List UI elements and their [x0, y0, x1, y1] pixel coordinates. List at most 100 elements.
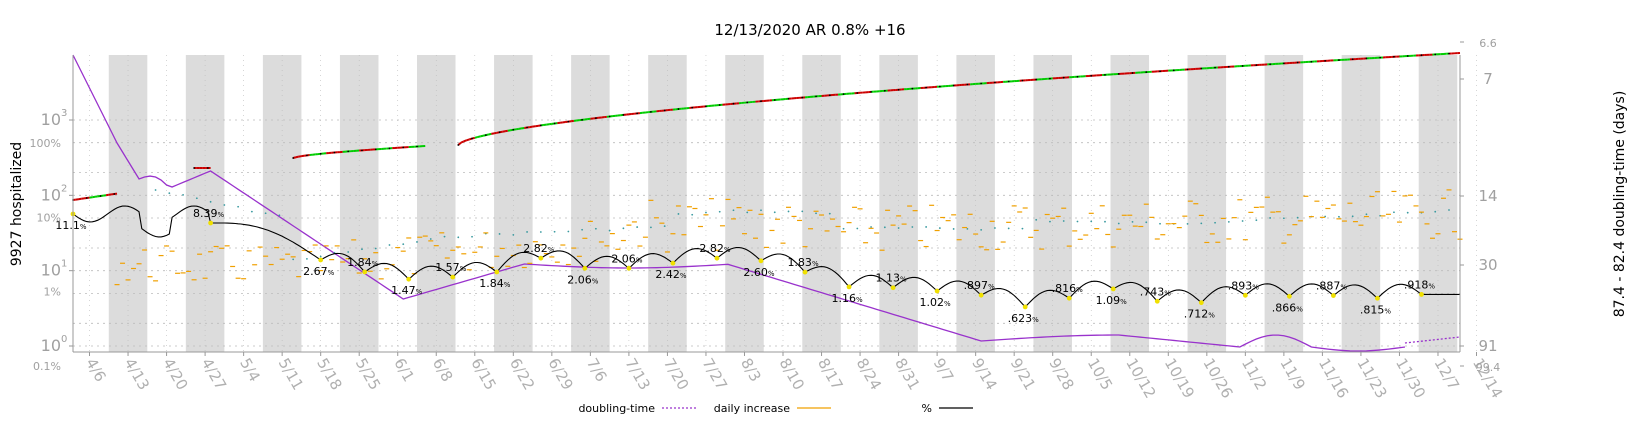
pct-marker: [1155, 299, 1160, 304]
hospitalized-point: [870, 91, 872, 93]
trend-dot: [774, 211, 776, 213]
x-tick-label: 11/23: [1353, 355, 1390, 401]
trend-dot: [691, 214, 693, 216]
trend-dot: [361, 248, 363, 250]
hospitalized-point: [1283, 62, 1285, 64]
hospitalized-segment: [461, 141, 464, 142]
hospitalized-point: [512, 129, 514, 131]
pct-marker: [715, 256, 720, 261]
hospitalized-point: [911, 88, 913, 90]
trend-dot: [980, 229, 982, 231]
hospitalized-point: [953, 85, 955, 87]
hospitalized-point: [1297, 62, 1299, 64]
y-tick-label-right: 99.4: [1476, 361, 1501, 374]
hospitalized-point: [843, 93, 845, 95]
x-tick-label: 10/12: [1122, 355, 1159, 401]
trend-dot: [1283, 217, 1285, 219]
x-tick-label: 9/28: [1045, 355, 1077, 393]
chart-title: 12/13/2020 AR 0.8% +16: [714, 21, 905, 39]
trend-dot: [678, 213, 680, 215]
x-tick-label: 6/15: [467, 355, 499, 393]
x-tick-label: 5/18: [313, 355, 345, 393]
y-tick-label-pct: 100%: [30, 137, 61, 150]
x-tick-label: 11/30: [1392, 355, 1429, 401]
hospitalized-segment: [494, 133, 497, 134]
hospitalized-point: [691, 107, 693, 109]
trend-dot: [1118, 223, 1120, 225]
x-tick-label: 5/25: [352, 355, 384, 393]
hospitalized-point: [471, 138, 473, 140]
trend-dot: [1132, 221, 1134, 223]
hospitalized-point: [567, 121, 569, 123]
hospitalized-point: [1366, 58, 1368, 60]
y-tick-label-pct: 10%: [37, 211, 61, 224]
trend-dot: [1159, 223, 1161, 225]
x-tick-label: 7/20: [660, 355, 692, 393]
hospitalized-point: [554, 123, 556, 125]
hospitalized-point: [334, 152, 336, 154]
trend-dot: [1200, 223, 1202, 225]
y-tick-exponent: 0: [61, 334, 67, 345]
trend-dot: [292, 258, 294, 260]
trend-dot: [347, 251, 349, 253]
trend-dot: [1338, 216, 1340, 218]
pct-marker: [1243, 293, 1248, 298]
hospitalized-point: [457, 144, 459, 146]
x-tick-label: 8/10: [776, 355, 808, 393]
hospitalized-point: [100, 195, 102, 197]
hospitalized-point: [361, 149, 363, 151]
x-tick-label: 6/8: [429, 355, 457, 385]
pct-marker: [450, 275, 455, 280]
trend-dot: [1077, 221, 1079, 223]
trend-dot: [457, 236, 459, 238]
hospitalized-point: [207, 167, 209, 169]
hospitalized-point: [1145, 71, 1147, 73]
trend-dot: [1242, 220, 1244, 222]
week-band: [186, 55, 225, 352]
hospitalized-point: [1132, 72, 1134, 74]
hospitalized-point: [193, 167, 195, 169]
trend-dot: [416, 241, 418, 243]
x-tick-label: 9/7: [930, 355, 958, 385]
y-tick-label-left: 10: [41, 110, 61, 129]
pct-marker: [979, 293, 984, 298]
trend-dot: [1269, 217, 1271, 219]
trend-dot: [402, 243, 404, 245]
hospitalized-point: [1379, 57, 1381, 59]
legend-label: %: [922, 402, 932, 415]
trend-dot: [430, 238, 432, 240]
hospitalized-point: [347, 151, 349, 153]
pct-marker: [1287, 294, 1292, 299]
hospitalized-segment: [502, 131, 505, 132]
trend-dot: [664, 225, 666, 227]
trend-dot: [168, 192, 170, 194]
x-tick-label: 8/3: [737, 355, 765, 385]
hospitalized-point: [375, 148, 377, 150]
pct-marker: [1331, 293, 1336, 298]
trend-dot: [182, 194, 184, 196]
trend-dot: [526, 231, 528, 233]
trend-dot: [1407, 212, 1409, 214]
trend-dot: [733, 209, 735, 211]
hospitalized-segment: [467, 139, 470, 140]
trend-dot: [1187, 223, 1189, 225]
x-tick-label: 11/2: [1238, 355, 1270, 393]
hospitalized-point: [884, 90, 886, 92]
trend-dot: [636, 226, 638, 228]
trend-dot: [939, 227, 941, 229]
x-tick-label: 7/27: [698, 355, 730, 393]
hospitalized-segment: [489, 134, 492, 135]
week-band: [725, 55, 764, 352]
hospitalized-point: [925, 87, 927, 89]
pct-marker: [494, 270, 499, 275]
hospitalized-point: [705, 105, 707, 107]
hospitalized-point: [581, 119, 583, 121]
trend-dot: [1145, 221, 1147, 223]
x-tick-label: 10/5: [1084, 355, 1116, 393]
hospitalized-point: [801, 97, 803, 99]
hospitalized-point: [1310, 61, 1312, 63]
trend-dot: [581, 229, 583, 231]
x-tick-label: 10/19: [1161, 355, 1198, 401]
trend-dot: [265, 212, 267, 214]
